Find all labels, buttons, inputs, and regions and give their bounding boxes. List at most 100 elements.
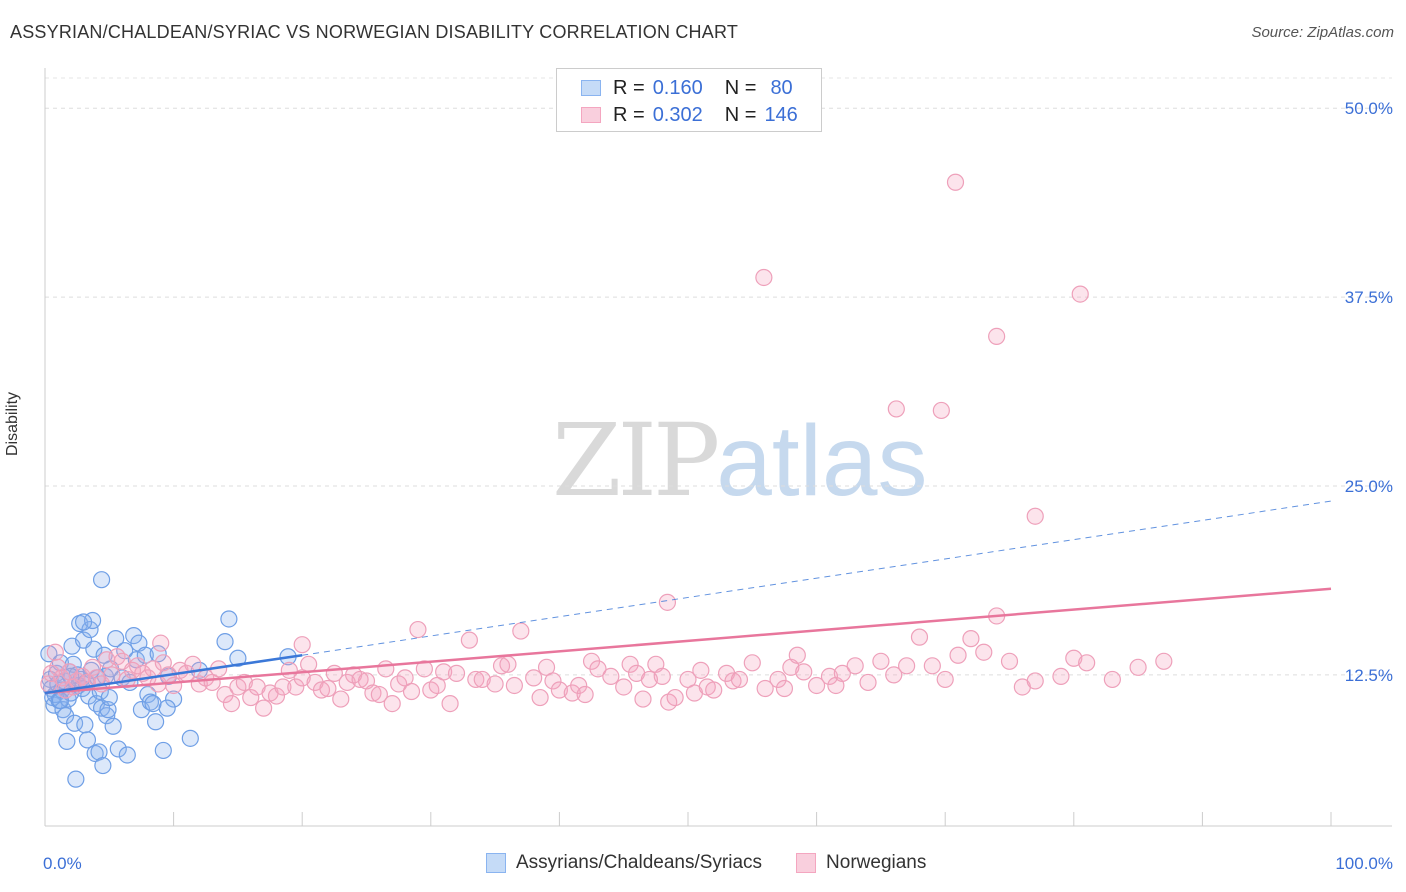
assyrian-point [107,630,125,648]
norwegian-point [615,678,633,696]
norwegian-point [923,657,941,675]
norwegian-point [377,660,395,678]
legend-label-norwegian: Norwegians [826,852,927,873]
norwegian-point [949,646,967,664]
legend-swatch-norwegian [581,107,601,123]
norwegian-point [1071,285,1089,303]
norwegian-point [531,688,549,707]
norwegian-point [932,401,950,420]
legend-swatch-assyrian [581,80,601,96]
norwegian-point [364,684,382,702]
assyrian-point [58,732,76,750]
norwegian-point [351,670,369,689]
norwegian-point [319,679,337,698]
norwegian-point [1155,652,1173,670]
norwegian-point [435,663,453,681]
norwegian-point [887,400,905,418]
watermark-zip: ZIP [552,402,720,519]
norwegian-point [467,670,485,689]
norwegian-point [447,664,466,682]
norwegian-point [473,670,491,689]
norwegian-point [756,679,774,698]
assyrian-point [165,690,183,708]
norwegian-point [658,593,677,611]
assyrian-point [229,649,247,667]
legend-row-norwegian: R = 0.302 N = 146 [581,103,798,127]
norwegian-point [46,643,64,661]
norwegian-point [287,678,305,696]
y-tick-label: 12.5% [1345,666,1393,685]
norwegian-point [653,667,671,686]
norwegian-trend-line [44,587,1332,695]
norwegian-point [486,675,504,693]
norwegian-point [724,672,742,690]
norwegian-point [1065,649,1083,667]
series-norwegian-points [40,173,1173,717]
legend-item-assyrian[interactable]: Assyrians/Chaldeans/Syriacs [486,852,762,874]
y-tick-label: 50.0% [1345,99,1393,118]
norwegian-point [1026,507,1044,525]
norwegian-point [775,679,794,698]
norwegian-point [415,660,433,678]
legend-item-norwegian[interactable]: Norwegians [796,852,926,874]
norwegian-point [640,670,659,689]
norwegian-point [795,663,813,681]
legend-r-value: 0.302 [652,103,703,126]
y-tick-label: 37.5% [1345,288,1393,307]
norwegian-point [242,688,260,707]
watermark-atlas: atlas [716,405,928,517]
legend-r-label: R = [613,103,645,126]
norwegian-point [988,327,1006,345]
norwegian-point [589,660,607,678]
assyrian-point [216,633,234,651]
chart-title: ASSYRIAN/CHALDEAN/SYRIAC VS NORWEGIAN DI… [10,22,739,42]
norwegian-point [705,681,723,699]
norwegian-point [936,670,954,689]
norwegian-point [525,669,543,687]
assyrian-point [90,743,108,761]
norwegian-point [788,646,806,664]
assyrian-point [146,713,165,731]
norwegian-point [872,652,890,670]
norwegian-point [390,675,408,693]
assyrian-point [158,699,176,717]
norwegian-point [859,673,877,692]
norwegian-point [83,658,102,676]
norwegian-point [222,694,241,713]
trend-lines [44,500,1332,695]
legend-r-value: 0.160 [652,76,703,99]
norwegian-point [570,676,588,695]
legend-swatch-norwegian [796,853,817,873]
norwegian-point [505,676,523,695]
norwegian-point [975,643,993,661]
assyrian-point [118,746,136,764]
assyrian-point [92,571,111,589]
norwegian-point [910,628,929,646]
norwegian-point [383,694,401,713]
norwegian-point [499,655,517,673]
norwegian-point [492,657,511,675]
norwegian-point [1103,670,1121,689]
assyrian-point [109,740,127,758]
norwegian-point [769,670,787,689]
norwegian-point [402,682,421,701]
norwegian-point [255,699,273,717]
norwegian-point [946,173,965,191]
watermark: ZIPatlas [552,402,928,519]
norwegian-point [1026,672,1044,690]
norwegian-point [621,655,639,673]
correlation-legend: R = 0.160 N = 80 R = 0.302 N = 146 [556,68,822,132]
axes [44,68,1392,827]
series-legend: Assyrians/Chaldeans/Syriacs Norwegians [486,852,960,874]
legend-r-label: R = [613,76,645,99]
assyrian-point [149,645,167,663]
norwegian-point [216,685,234,704]
norwegian-point [103,666,121,684]
legend-n-label: N = [724,76,757,99]
norwegian-point [730,670,749,689]
norwegian-point [512,622,530,640]
legend-swatch-assyrian [486,853,506,873]
assyrian-point [181,729,199,747]
norwegian-point [1129,658,1147,676]
